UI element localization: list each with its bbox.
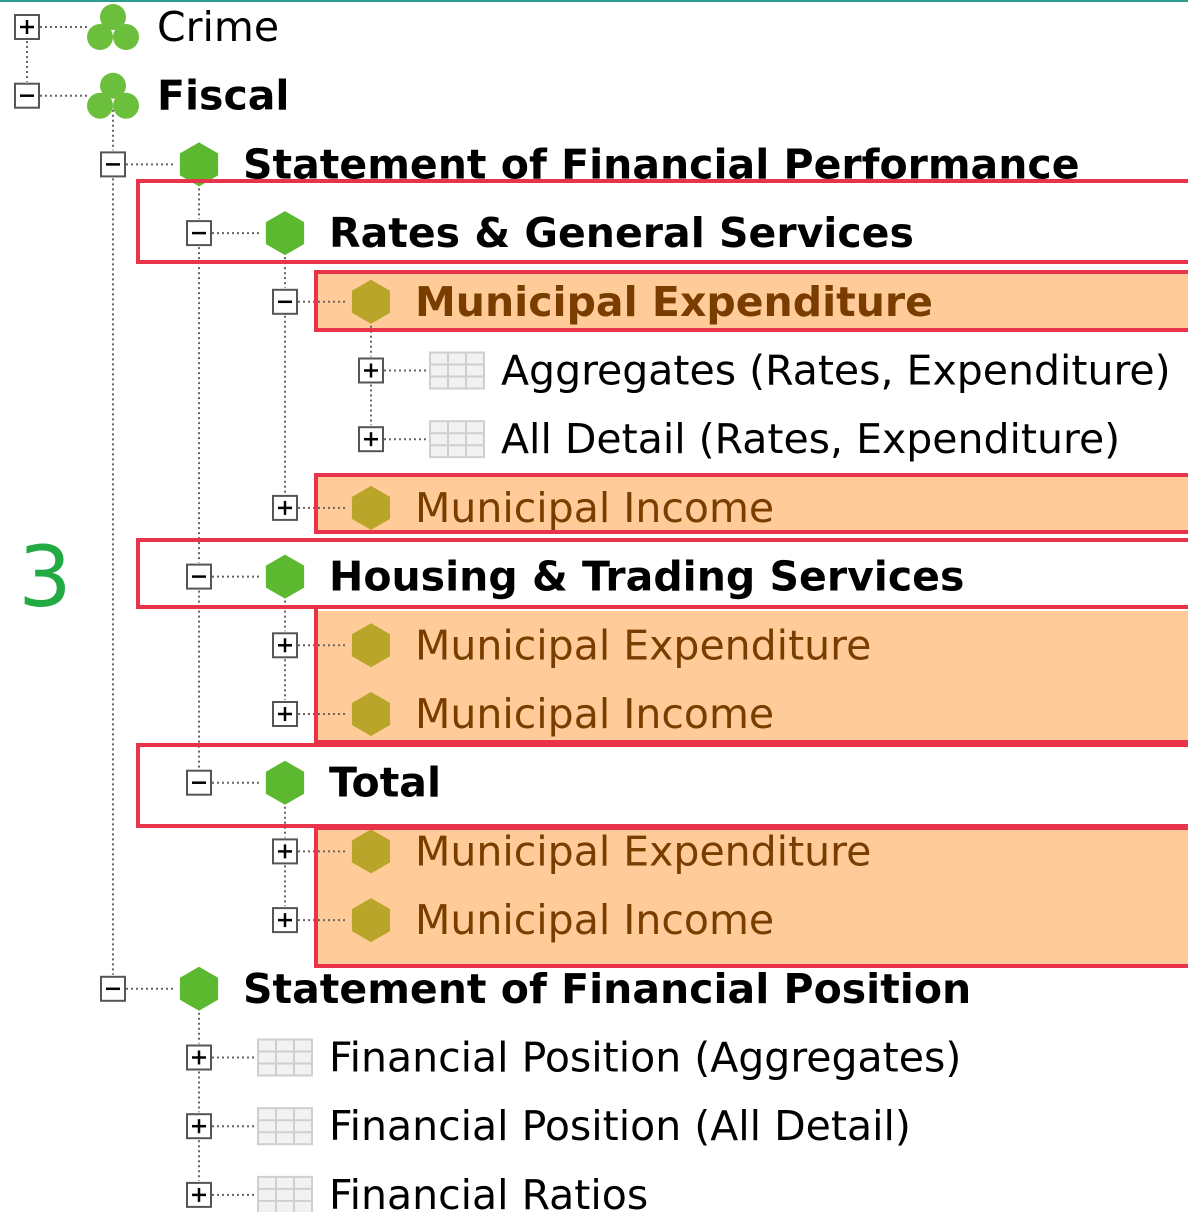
selection-frame: [314, 826, 1188, 968]
cluster-icon: [100, 72, 126, 99]
highlight: [318, 611, 1188, 742]
selection-frame: [314, 270, 1188, 332]
node-label[interactable]: Fiscal: [157, 72, 290, 120]
cluster-icon: [100, 4, 126, 30]
hex-icon: [351, 623, 391, 668]
table-icon: [257, 1175, 313, 1212]
expander[interactable]: [272, 494, 298, 521]
node-label[interactable]: All Detail (Rates, Expenditure): [501, 415, 1120, 463]
node-label[interactable]: Financial Ratios: [329, 1171, 648, 1212]
hex-icon: [351, 485, 391, 530]
node-label[interactable]: Municipal Expenditure: [415, 621, 871, 669]
table-icon: [257, 1038, 313, 1077]
node-label[interactable]: Municipal Expenditure: [415, 278, 933, 326]
highlight: [318, 272, 1188, 330]
expander[interactable]: [186, 1181, 212, 1208]
hex-icon: [265, 760, 305, 805]
node-label[interactable]: Financial Position (All Detail): [329, 1102, 911, 1150]
cluster-icon: [87, 92, 113, 119]
hex-icon: [179, 966, 219, 1011]
hex-icon: [351, 898, 391, 943]
node-label[interactable]: Municipal Expenditure: [415, 827, 871, 875]
cluster-icon: [113, 92, 139, 119]
node-label[interactable]: Aggregates (Rates, Expenditure): [501, 347, 1171, 395]
hex-icon: [351, 692, 391, 736]
node-label[interactable]: Total: [329, 759, 441, 807]
highlight: [318, 830, 1188, 966]
cluster-icon: [87, 24, 113, 50]
table-icon: [429, 420, 485, 459]
hex-icon: [179, 142, 219, 187]
hex-icon: [265, 211, 305, 256]
tree-lines: [26, 26, 433, 1196]
hex-icon: [265, 554, 305, 599]
frames: [136, 179, 1188, 968]
node-label[interactable]: Municipal Income: [415, 690, 774, 738]
annotation: 3: [18, 528, 71, 626]
node-label[interactable]: Municipal Income: [415, 484, 774, 532]
node-label[interactable]: Housing & Trading Services: [329, 553, 964, 601]
selection-frame: [136, 179, 1188, 264]
selection-frame: [314, 473, 1188, 534]
node-label[interactable]: Municipal Income: [415, 896, 774, 944]
cluster-icon: [113, 24, 139, 50]
hex-icon: [351, 829, 391, 874]
node-label[interactable]: Crime: [157, 3, 279, 51]
highlight: [318, 476, 1188, 532]
hex-icon: [351, 279, 391, 324]
table-icon: [429, 351, 485, 390]
highlights: [318, 272, 1188, 966]
node-label[interactable]: Statement of Financial Position: [243, 965, 971, 1013]
node-label[interactable]: Financial Position (Aggregates): [329, 1034, 961, 1082]
table-icon: [257, 1107, 313, 1146]
selection-frame: [314, 605, 1188, 744]
node-label[interactable]: Rates & General Services: [329, 209, 914, 257]
